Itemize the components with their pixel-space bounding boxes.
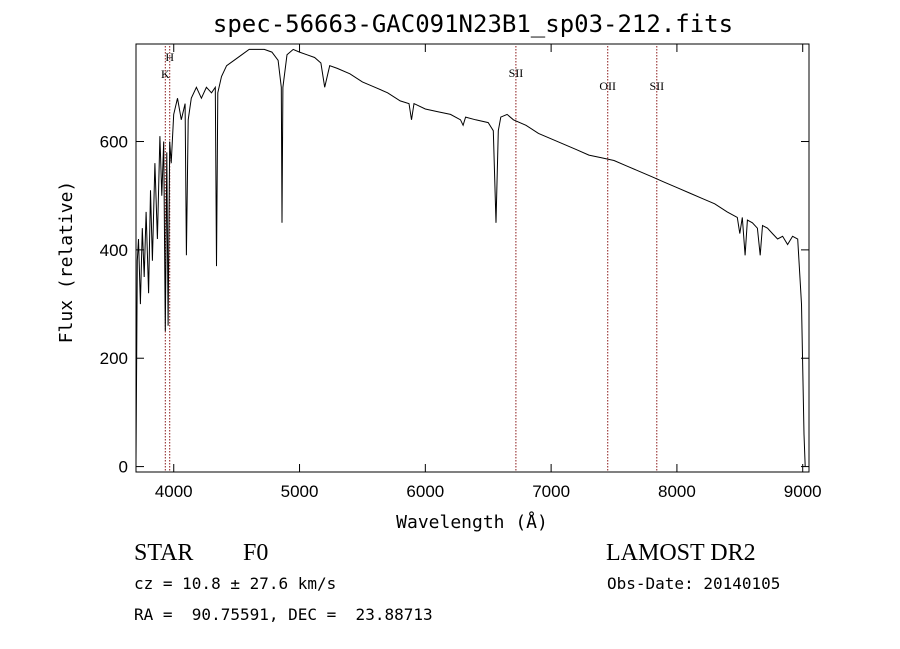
obs-date-label: Obs-Date: 20140105 <box>607 574 780 593</box>
line-marker-label: OII <box>599 79 616 93</box>
x-tick-label: 6000 <box>406 482 444 501</box>
x-tick-label: 9000 <box>784 482 822 501</box>
survey-label: LAMOST DR2 <box>606 540 756 566</box>
y-tick-label: 200 <box>100 349 128 368</box>
axis-ticks: 4000 5000 6000 7000 8000 9000 0 200 400 600 <box>100 44 822 501</box>
x-tick-label: 8000 <box>658 482 696 501</box>
coordinates-label: RA = 90.75591, DEC = 23.88713 <box>134 605 433 624</box>
y-tick-label: 600 <box>100 133 128 152</box>
x-axis-label: Wavelength (Å) <box>396 511 548 533</box>
x-tick-label: 7000 <box>532 482 570 501</box>
x-tick-label: 4000 <box>155 482 193 501</box>
line-marker-label: H <box>165 50 174 64</box>
object-class-label: STAR <box>134 540 193 566</box>
y-tick-label: 0 <box>119 458 128 477</box>
y-tick-label: 400 <box>100 241 128 260</box>
line-marker-label: K <box>161 67 170 81</box>
line-marker-layer: HK SII OII SII <box>161 46 664 472</box>
y-axis-label: Flux (relative) <box>56 181 77 344</box>
object-subclass-label: F0 <box>243 540 268 566</box>
redshift-label: cz = 10.8 ± 27.6 km/s <box>134 574 336 593</box>
plot-frame <box>135 43 810 473</box>
line-marker-label: SII <box>509 66 524 80</box>
chart-title: spec-56663-GAC091N23B1_sp03-212.fits <box>213 10 733 38</box>
line-marker-label: SII <box>649 79 664 93</box>
spectrum-series-line <box>135 48 806 467</box>
x-tick-label: 5000 <box>281 482 319 501</box>
